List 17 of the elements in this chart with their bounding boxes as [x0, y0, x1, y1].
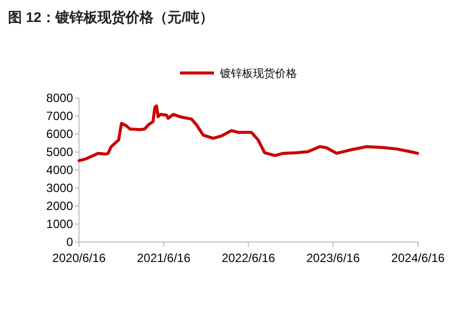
y-tick-label: 2000	[46, 199, 74, 213]
x-tick-label: 2021/6/16	[136, 251, 191, 265]
y-tick-label: 6000	[46, 127, 74, 141]
legend-label: 镀锌板现货价格	[219, 67, 297, 80]
x-tick-label: 2024/6/16	[391, 251, 446, 265]
x-tick-label: 2020/6/16	[52, 251, 106, 265]
y-tick-label: 3000	[46, 181, 74, 195]
x-tick-label: 2023/6/16	[306, 251, 360, 265]
y-tick-label: 7000	[46, 109, 74, 123]
y-tick-label: 4000	[46, 163, 74, 177]
line-series	[78, 104, 420, 162]
y-tick-label: 8000	[46, 91, 74, 105]
x-tick-label: 2022/6/16	[222, 251, 276, 265]
y-tick-label: 5000	[46, 145, 74, 159]
y-tick-label: 1000	[46, 217, 74, 231]
y-tick-label: 0	[66, 235, 74, 249]
chart-title: 图 12：镀锌板现货价格（元/吨）	[8, 9, 214, 25]
